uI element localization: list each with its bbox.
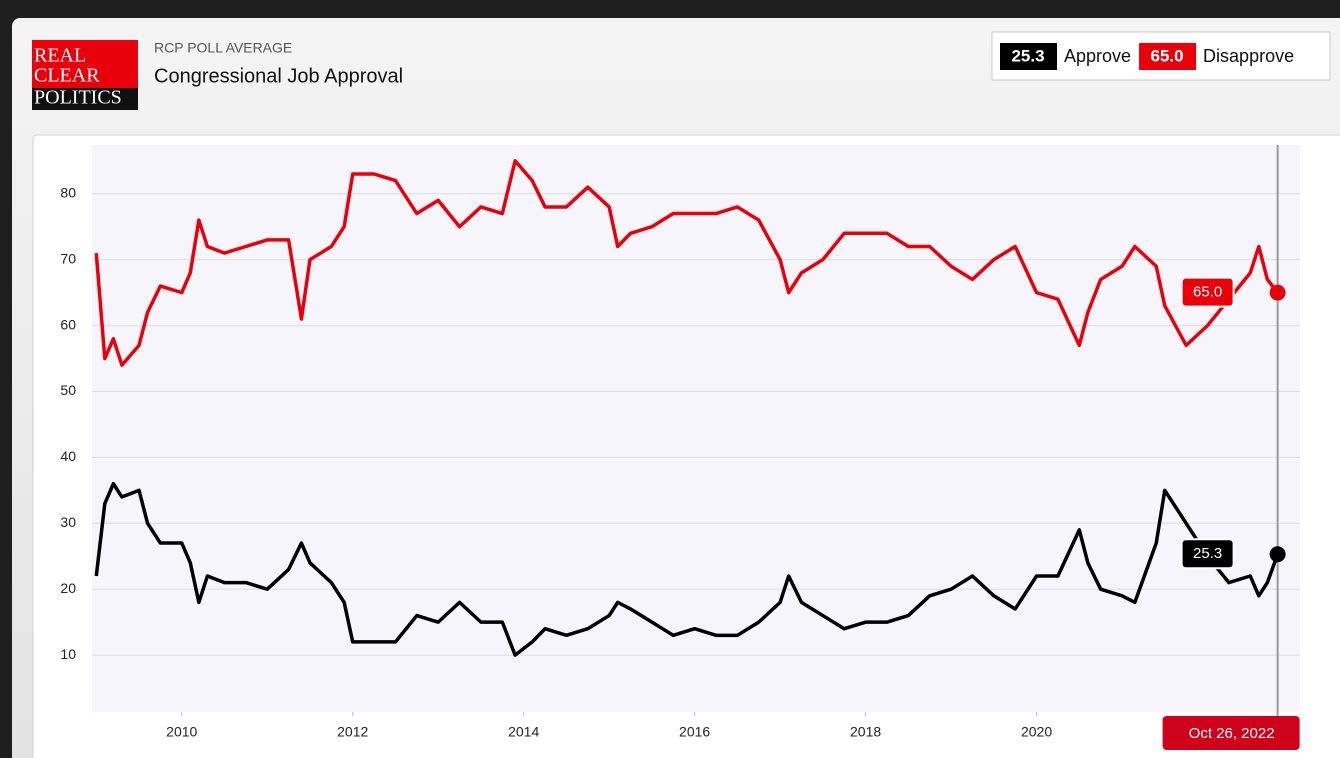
legend-label: Disapprove xyxy=(1203,46,1294,66)
x-tick-label: 2014 xyxy=(508,724,539,740)
legend-value: 65.0 xyxy=(1151,46,1184,65)
date-label: Oct 26, 2022 xyxy=(1189,725,1275,742)
y-tick-label: 20 xyxy=(60,580,76,596)
legend-swatch xyxy=(1000,43,1057,70)
logo: REAL CLEAR POLITICS xyxy=(32,40,138,110)
end-label-bg xyxy=(1180,276,1235,308)
logo-text: POLITICS xyxy=(34,87,122,109)
x-tick-label: 2016 xyxy=(679,724,710,740)
x-tick-label: 2010 xyxy=(166,724,197,740)
logo-text: REAL xyxy=(34,45,86,67)
date-label-bg xyxy=(1162,716,1300,750)
end-dot xyxy=(1269,284,1286,301)
legend-swatch xyxy=(1139,43,1197,70)
end-dot xyxy=(1269,546,1286,563)
y-tick-label: 10 xyxy=(60,646,76,662)
plot-area xyxy=(92,145,1300,712)
x-tick-label: 2012 xyxy=(337,724,368,740)
data-line xyxy=(94,481,1280,657)
legend-label: Approve xyxy=(1064,46,1131,66)
y-tick-label: 40 xyxy=(60,448,76,464)
x-tick-label: 2020 xyxy=(1021,724,1052,740)
y-tick-label: 50 xyxy=(60,382,76,398)
logo-text: CLEAR xyxy=(34,65,100,87)
chart-title: Congressional Job Approval xyxy=(154,65,403,87)
x-tick-label: 2018 xyxy=(850,724,881,740)
subtitle: RCP POLL AVERAGE xyxy=(154,40,292,56)
data-line xyxy=(94,159,1279,367)
logo-band xyxy=(32,88,138,110)
legend-value: 25.3 xyxy=(1011,46,1044,65)
end-label-bg xyxy=(1180,538,1235,570)
y-tick-label: 60 xyxy=(60,316,76,332)
end-label: 25.3 xyxy=(1193,545,1222,562)
y-tick-label: 30 xyxy=(60,514,76,530)
y-tick-label: 70 xyxy=(60,250,76,266)
y-tick-label: 80 xyxy=(60,184,76,200)
end-label: 65.0 xyxy=(1193,284,1222,301)
